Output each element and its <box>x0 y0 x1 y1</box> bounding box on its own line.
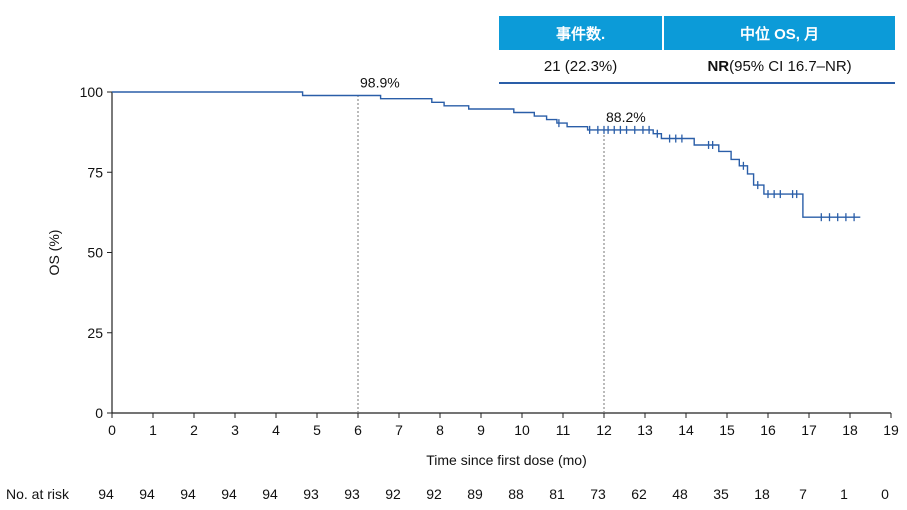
risk-value: 81 <box>549 486 565 502</box>
risk-value: 0 <box>881 486 889 502</box>
risk-value: 94 <box>221 486 237 502</box>
risk-value: 48 <box>672 486 688 502</box>
median-os-nr: NR <box>707 57 730 75</box>
risk-value: 93 <box>303 486 319 502</box>
risk-value: 88 <box>508 486 524 502</box>
x-tick-label: 4 <box>272 422 280 438</box>
x-tick-label: 5 <box>313 422 321 438</box>
y-tick-label: 100 <box>80 84 104 100</box>
median-os-header: 中位 OS, 月 <box>739 25 820 43</box>
x-tick-label: 3 <box>231 422 239 438</box>
annotation-guides: 98.9% 88.2% <box>357 75 646 413</box>
x-tick-label: 2 <box>190 422 198 438</box>
risk-value: 94 <box>180 486 196 502</box>
header-divider <box>662 16 665 50</box>
risk-value: 35 <box>713 486 729 502</box>
os-curve <box>112 91 861 218</box>
x-tick-label: 9 <box>477 422 485 438</box>
risk-value: 94 <box>139 486 155 502</box>
x-tick-label: 11 <box>556 422 571 438</box>
x-tick-label: 13 <box>637 422 653 438</box>
summary-table-header: 事件数. 中位 OS, 月 <box>499 16 895 50</box>
x-tick-label: 18 <box>842 422 858 438</box>
y-tick-label: 0 <box>95 405 103 421</box>
risk-value: 7 <box>799 486 807 502</box>
y-tick-label: 50 <box>87 245 103 261</box>
x-tick-label: 7 <box>395 422 403 438</box>
chart-axes <box>111 92 891 414</box>
os-series-line <box>112 91 861 218</box>
x-tick-label: 1 <box>149 422 157 438</box>
risk-value: 92 <box>426 486 442 502</box>
x-tick-label: 14 <box>678 422 694 438</box>
x-tick-label: 16 <box>760 422 776 438</box>
risk-value: 73 <box>590 486 606 502</box>
risk-value: 62 <box>631 486 647 502</box>
axis-labels: Time since first dose (mo) OS (%) <box>46 230 587 468</box>
censor-marks <box>558 119 855 222</box>
risk-table-label: No. at risk <box>6 486 70 502</box>
summary-table: 事件数. 中位 OS, 月 21 (22.3%) NR (95% CI 16.7… <box>499 16 895 84</box>
risk-value: 94 <box>98 486 114 502</box>
summary-table-row: 21 (22.3%) NR (95% CI 16.7–NR) <box>499 50 895 84</box>
x-tick-label: 15 <box>719 422 735 438</box>
median-os-ci: (95% CI 16.7–NR) <box>729 57 852 75</box>
y-tick-label: 25 <box>87 325 103 341</box>
risk-value: 94 <box>262 486 278 502</box>
risk-table: No. at risk 94 94 94 94 94 93 93 92 92 89 88 81 73 62 4… <box>6 486 889 502</box>
y-tick-label: 75 <box>87 164 103 180</box>
x-tick-label: 12 <box>596 422 612 438</box>
risk-value: 92 <box>385 486 401 502</box>
median-os-value: NR (95% CI 16.7–NR) <box>664 50 895 82</box>
x-tick-label: 6 <box>354 422 362 438</box>
y-axis-label: OS (%) <box>46 230 62 276</box>
annotation-label: 88.2% <box>606 109 646 125</box>
x-tick-label: 8 <box>436 422 444 438</box>
risk-value: 18 <box>754 486 770 502</box>
risk-value: 93 <box>344 486 360 502</box>
x-tick-label: 10 <box>514 422 530 438</box>
events-header: 事件数. <box>556 25 606 43</box>
risk-value: 1 <box>840 486 848 502</box>
events-value: 21 (22.3%) <box>543 57 618 75</box>
x-axis-label: Time since first dose (mo) <box>426 452 587 468</box>
x-tick-label: 19 <box>883 422 899 438</box>
annotation-label: 98.9% <box>360 75 400 91</box>
x-tick-label: 0 <box>108 422 116 438</box>
risk-value: 89 <box>467 486 483 502</box>
x-tick-label: 17 <box>801 422 817 438</box>
